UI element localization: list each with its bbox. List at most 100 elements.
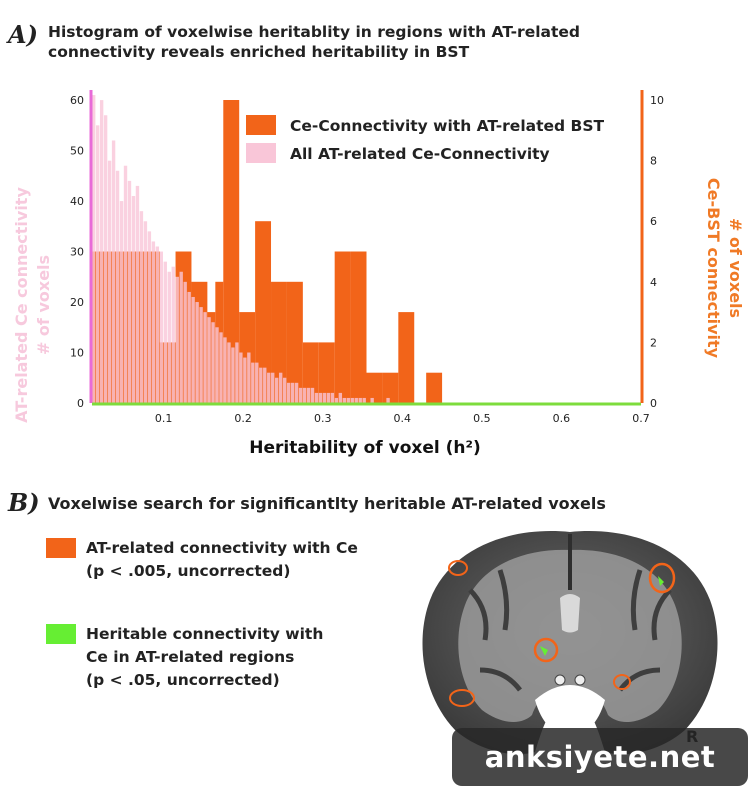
panel-a-title-line1: Histogram of voxelwise heritablity in re…: [48, 23, 581, 41]
right-tick-label-2: 4: [650, 276, 657, 289]
bar-all-at-65: [350, 397, 354, 403]
bar-at-related-18: [398, 312, 415, 403]
bar-all-at-25: [191, 296, 195, 403]
bar-all-at-57: [318, 392, 323, 403]
bar-all-at-61: [334, 397, 339, 403]
at-region-4: [613, 674, 631, 690]
left-axis-ticks: 0 10 20 30 40 50 60: [70, 94, 84, 410]
bar-all-at-40: [251, 362, 255, 403]
bar-all-at-44: [267, 372, 271, 403]
left-tick-label-0: 0: [77, 397, 84, 410]
bar-all-at-69: [370, 397, 374, 403]
legend-swatch-orange: [46, 538, 76, 558]
bar-all-at-1: [95, 125, 100, 403]
right-axis-ticks: 0 2 4 6 8 10: [650, 94, 664, 410]
bar-all-at-11: [135, 185, 140, 403]
bar-all-at-15: [151, 241, 156, 403]
panel-a-letter: A): [8, 20, 38, 49]
left-tick-label-6: 60: [70, 94, 84, 107]
left-tick-label-5: 50: [70, 145, 84, 158]
bar-all-at-55: [310, 387, 315, 403]
bar-at-related-17: [382, 372, 399, 403]
left-axis-title-line1: AT-related Ce connectivity: [12, 187, 31, 423]
bar-all-at-53: [302, 387, 307, 403]
bar-all-at-66: [354, 397, 358, 403]
left-tick-label-4: 40: [70, 195, 84, 208]
bar-all-at-67: [358, 397, 362, 403]
panel-b-letter: B): [8, 488, 40, 517]
legend-swatch-all-at: [246, 143, 276, 163]
bar-all-at-52: [298, 387, 303, 403]
bar-all-at-16: [155, 246, 160, 403]
bar-all-at-29: [207, 317, 211, 403]
legend-heritable-line2: Ce in AT-related regions: [86, 648, 295, 666]
bar-all-at-42: [259, 367, 263, 403]
right-tick-label-0: 0: [650, 397, 657, 410]
right-tick-label-3: 6: [650, 215, 657, 228]
bar-all-at-63: [342, 397, 347, 403]
brain-coronal-slice: [422, 531, 718, 755]
left-tick-label-2: 20: [70, 296, 84, 309]
bar-all-at-39: [247, 352, 251, 403]
white-matter: [458, 549, 682, 722]
heritable-region-1: [658, 576, 664, 586]
optic-right: [574, 674, 586, 686]
bar-all-at-24: [187, 291, 191, 403]
bar-all-at-70: [386, 397, 390, 403]
x-tick-label-4: 0.5: [473, 412, 491, 425]
legend-at-line2: (p < .005, uncorrected): [86, 562, 291, 580]
bar-all-at-8: [123, 165, 128, 403]
bar-all-at-17: [159, 251, 164, 403]
bar-all-at-59: [326, 392, 331, 403]
right-tick-label-5: 10: [650, 94, 664, 107]
bar-all-at-49: [286, 382, 291, 403]
x-tick-label-6: 0.7: [632, 412, 650, 425]
bar-all-at-14: [147, 231, 152, 403]
bar-all-at-23: [183, 281, 187, 403]
lateral-ventricles: [560, 594, 580, 633]
bar-all-at-47: [278, 372, 283, 403]
bar-all-at-27: [199, 307, 203, 403]
bar-all-at-32: [219, 332, 223, 403]
legend-heritable-line1: Heritable connectivity with: [86, 625, 324, 643]
bar-all-at-54: [306, 387, 311, 403]
x-axis-title: Heritability of voxel (h²): [249, 438, 480, 458]
bar-all-at-22: [179, 271, 183, 403]
bar-at-related-11: [286, 281, 303, 403]
at-region-1: [448, 560, 468, 576]
bar-all-at-12: [139, 211, 144, 403]
legend-heritable-line3: (p < .05, uncorrected): [86, 671, 280, 689]
bar-all-at-0: [92, 95, 96, 403]
panel-b-title: Voxelwise search for significantlty heri…: [48, 494, 606, 513]
bar-all-at-10: [131, 196, 136, 403]
right-axis-title-line2: # of voxels: [726, 218, 745, 318]
right-axis-title-line1: Ce-BST connectivity: [704, 178, 723, 359]
x-tick-label-5: 0.6: [553, 412, 571, 425]
bar-all-at-19: [167, 271, 171, 403]
bar-at-related-19: [426, 372, 443, 403]
right-tick-label-1: 2: [650, 336, 657, 349]
bar-all-at-58: [322, 392, 327, 403]
at-region-2: [648, 562, 676, 594]
bar-all-at-60: [330, 392, 335, 403]
x-tick-label-2: 0.3: [314, 412, 332, 425]
bar-all-at-7: [119, 201, 124, 403]
bar-all-at-33: [223, 337, 227, 403]
legend-heritable-connectivity: Heritable connectivity with Ce in AT-rel…: [46, 623, 323, 692]
ventral-gap: [535, 685, 605, 735]
heritability-histogram: 0 10 20 30 40 50 60 0 2 4 6 8 10 0.1 0.2 0.3 0.4 0.5 0.6…: [12, 90, 745, 458]
legend-swatch-at-related: [246, 115, 276, 135]
bar-all-at-68: [362, 397, 366, 403]
watermark: anksiyete.net: [452, 728, 748, 786]
series-all-at-bars: [92, 95, 390, 403]
right-tick-label-4: 8: [650, 155, 657, 168]
bar-at-related-13: [318, 342, 335, 403]
bar-at-related-14: [334, 251, 351, 403]
bar-all-at-30: [211, 322, 215, 403]
bar-all-at-56: [314, 392, 319, 403]
bar-at-related-9: [255, 221, 272, 403]
bar-all-at-5: [111, 140, 116, 403]
bar-all-at-28: [203, 312, 207, 403]
bar-all-at-18: [163, 261, 167, 403]
legend-at-related-connectivity: AT-related connectivity with Ce (p < .00…: [46, 537, 358, 583]
